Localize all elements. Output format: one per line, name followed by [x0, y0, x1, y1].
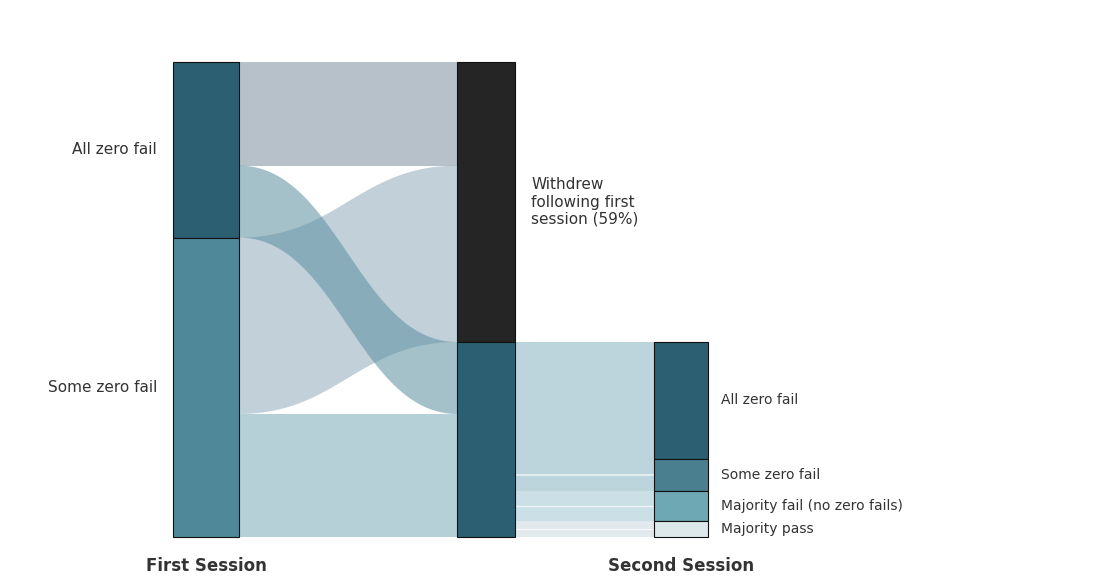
Polygon shape — [239, 166, 458, 414]
Text: First Session: First Session — [145, 557, 266, 575]
Text: All zero fail: All zero fail — [722, 393, 799, 407]
Text: Majority pass: Majority pass — [722, 522, 814, 536]
Bar — [458, 342, 515, 537]
Bar — [653, 521, 708, 537]
Bar — [174, 238, 239, 537]
Bar — [653, 491, 708, 521]
Text: Some zero fail: Some zero fail — [722, 468, 821, 482]
Text: Withdrew
following first
session (59%): Withdrew following first session (59%) — [531, 177, 639, 227]
Text: Majority fail (no zero fails): Majority fail (no zero fails) — [722, 499, 903, 513]
Polygon shape — [239, 62, 458, 166]
Polygon shape — [515, 521, 653, 537]
Bar — [653, 342, 708, 458]
Polygon shape — [515, 342, 653, 458]
Text: Some zero fail: Some zero fail — [47, 380, 157, 394]
Bar — [174, 62, 239, 238]
Bar — [458, 62, 515, 342]
Text: Second Session: Second Session — [608, 557, 755, 575]
Bar — [653, 458, 708, 491]
Polygon shape — [515, 491, 653, 521]
Polygon shape — [239, 166, 458, 414]
Polygon shape — [515, 458, 653, 491]
Text: All zero fail: All zero fail — [73, 142, 157, 157]
Polygon shape — [239, 414, 458, 537]
